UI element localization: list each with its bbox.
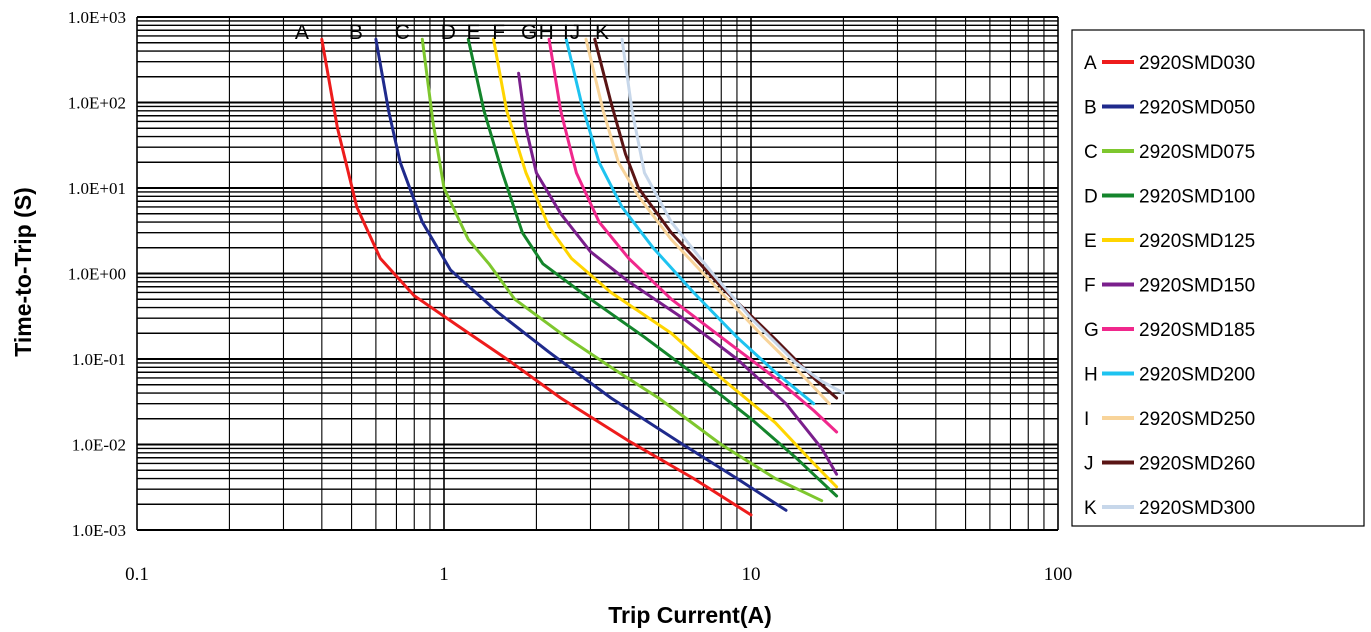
legend-box	[1071, 29, 1365, 527]
legend-label: 2920SMD300	[1139, 498, 1255, 519]
legend-label: 2920SMD125	[1139, 231, 1255, 252]
y-tick-label: 1.0E-02	[72, 436, 126, 455]
legend-letter: F	[1084, 276, 1096, 297]
curve-label-k: K	[595, 21, 609, 44]
x-tick-label: 0.1	[125, 564, 149, 585]
curve-label-j: J	[570, 21, 581, 44]
y-tick-labels: 1.0E-03 1.0E-02 1.0E-01 1.0E+00 1.0E+01 1.0E+…	[68, 8, 126, 540]
legend-letter: G	[1084, 320, 1099, 341]
legend-label: 2920SMD185	[1139, 320, 1255, 341]
legend-item-a: A 2920SMD030	[1084, 53, 1255, 74]
series-line-g	[547, 37, 839, 434]
legend-letter: H	[1084, 365, 1098, 386]
legend-item-i: I 2920SMD250	[1084, 409, 1255, 430]
legend-label: 2920SMD200	[1139, 365, 1255, 386]
y-tick-label: 1.0E+00	[68, 265, 126, 284]
legend-label: 2920SMD075	[1139, 142, 1255, 163]
curve-label-h: H	[539, 21, 554, 44]
legend: A 2920SMD030 B 2920SMD050 C 2920SMD075 D 2920SM…	[1071, 29, 1365, 527]
series-line-b	[374, 37, 788, 512]
series-line-e	[492, 37, 839, 489]
legend-item-h: H 2920SMD200	[1084, 365, 1255, 386]
legend-item-g: G 2920SMD185	[1084, 320, 1255, 341]
curve-label-f: F	[492, 21, 505, 44]
curve-label-e: E	[467, 21, 481, 44]
y-axis-title: Time-to-Trip (S)	[10, 187, 36, 357]
legend-letter: E	[1084, 231, 1097, 252]
y-tick-label: 1.0E-01	[72, 350, 126, 369]
legend-letter: J	[1084, 454, 1094, 475]
y-tick-label: 1.0E+03	[68, 8, 126, 27]
x-tick-label: 10	[742, 564, 761, 585]
legend-item-d: D 2920SMD100	[1084, 187, 1255, 208]
y-tick-label: 1.0E+02	[68, 94, 126, 113]
curve-label-c: C	[395, 21, 410, 44]
series-line-d	[466, 37, 839, 498]
x-tick-label: 1	[439, 564, 449, 585]
curve-label-d: D	[441, 21, 456, 44]
legend-label: 2920SMD030	[1139, 53, 1255, 74]
legend-label: 2920SMD250	[1139, 409, 1255, 430]
series-line-i	[584, 37, 831, 406]
series-line-h	[564, 37, 816, 406]
x-tick-labels: 0.1 1 10 100	[125, 564, 1072, 585]
legend-item-k: K 2920SMD300	[1084, 498, 1255, 519]
x-tick-label: 100	[1044, 564, 1073, 585]
legend-item-e: E 2920SMD125	[1084, 231, 1255, 252]
series-line-c	[420, 37, 824, 503]
x-axis-title: Trip Current(A)	[608, 602, 772, 628]
series-line-a	[320, 37, 753, 517]
series-lines	[320, 37, 845, 517]
curve-label-i: I	[563, 21, 569, 44]
legend-letter: D	[1084, 187, 1098, 208]
legend-item-f: F 2920SMD150	[1084, 276, 1255, 297]
curve-label-b: B	[349, 21, 363, 44]
legend-item-c: C 2920SMD075	[1084, 142, 1255, 163]
curve-label-a: A	[295, 21, 309, 44]
legend-letter: A	[1084, 53, 1097, 74]
y-tick-label: 1.0E-03	[72, 521, 126, 540]
curve-label-g: G	[521, 21, 537, 44]
legend-label: 2920SMD050	[1139, 98, 1255, 119]
legend-letter: B	[1084, 98, 1097, 119]
y-tick-label: 1.0E+01	[68, 179, 126, 198]
legend-letter: I	[1084, 409, 1089, 430]
legend-item-b: B 2920SMD050	[1084, 98, 1255, 119]
series-line-f	[517, 71, 839, 476]
legend-item-j: J 2920SMD260	[1084, 454, 1255, 475]
legend-letter: K	[1084, 498, 1097, 519]
legend-label: 2920SMD260	[1139, 454, 1255, 475]
legend-letter: C	[1084, 142, 1098, 163]
legend-label: 2920SMD150	[1139, 276, 1255, 297]
series-line-k	[620, 37, 845, 395]
legend-label: 2920SMD100	[1139, 187, 1255, 208]
